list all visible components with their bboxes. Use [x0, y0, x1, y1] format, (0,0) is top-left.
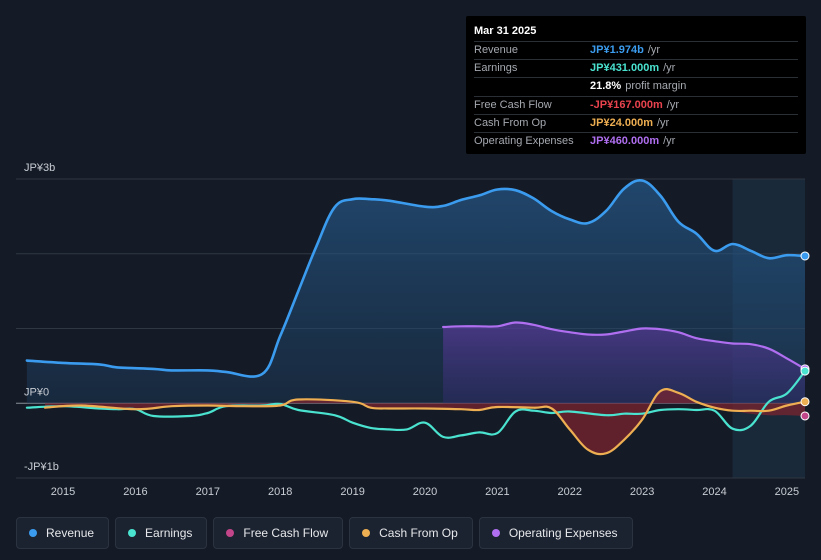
tooltip-label: Earnings [474, 62, 518, 75]
tooltip-value: JP¥1.974b [590, 44, 644, 56]
operating-expenses-line [442, 321, 807, 370]
legend-label: Revenue [46, 526, 95, 540]
legend-label: Free Cash Flow [243, 526, 329, 540]
tooltip-row-earnings: Earnings JP¥431.000m /yr [474, 59, 798, 77]
tooltip-label: Free Cash Flow [474, 98, 552, 111]
x-tick-label: 2025 [775, 486, 799, 498]
legend-item-cash-from-op[interactable]: Cash From Op [349, 517, 473, 549]
x-tick-label: 2023 [630, 486, 654, 498]
y-tick-label: JP¥0 [24, 386, 49, 398]
tooltip-unit: /yr [666, 98, 680, 111]
x-tick-label: 2021 [485, 486, 509, 498]
tooltip-date: Mar 31 2025 [474, 25, 537, 37]
tooltip-row-operating-expenses: Operating Expenses JP¥460.000m /yr [474, 131, 798, 150]
legend-label: Cash From Op [379, 526, 458, 540]
earnings-line [25, 370, 807, 439]
x-tick-label: 2017 [196, 486, 220, 498]
earnings-endpoint [800, 366, 810, 376]
y-tick-label: -JP¥1b [24, 461, 59, 473]
operating-expenses-dot-icon [491, 529, 500, 537]
tooltip-unit: /yr [657, 116, 670, 129]
cash-from-op-dot-icon [362, 529, 371, 537]
tooltip-value: JP¥24.000m [590, 116, 653, 129]
x-tick-label: 2022 [558, 486, 582, 498]
tooltip-unit: /yr [663, 62, 676, 75]
legend-item-revenue[interactable]: Revenue [16, 517, 110, 549]
revenue-endpoint [800, 251, 810, 261]
tooltip-row-revenue: Revenue JP¥1.974b /yr [474, 41, 798, 59]
tooltip-label: Cash From Op [474, 116, 547, 129]
earnings-dot-icon [128, 529, 137, 537]
free-cash-flow-dot-icon [226, 529, 235, 537]
revenue-dot-icon [29, 529, 37, 537]
legend-label: Earnings [145, 526, 193, 540]
tooltip-value: 21.8% [590, 80, 622, 93]
tooltip-unit: /yr [647, 44, 661, 56]
x-tick-label: 2018 [268, 486, 292, 498]
legend-label: Operating Expenses [508, 526, 618, 540]
x-tick-label: 2016 [123, 486, 147, 498]
chart-legend: Revenue Earnings Free Cash Flow Cash Fro… [16, 517, 633, 549]
tooltip-label: Operating Expenses [474, 134, 574, 147]
legend-item-free-cash-flow[interactable]: Free Cash Flow [213, 517, 344, 549]
x-axis: 2015 2016 2017 2018 2019 2020 2021 2022 2023 2024… [51, 486, 799, 498]
legend-item-operating-expenses[interactable]: Operating Expenses [478, 517, 633, 549]
free-cash-flow-endpoint [800, 411, 810, 421]
legend-item-earnings[interactable]: Earnings [115, 517, 208, 549]
tooltip-label: Revenue [474, 44, 519, 56]
operating-expenses-area [443, 322, 805, 404]
tooltip-value: -JP¥167.000m [590, 98, 663, 111]
tooltip-label [474, 78, 590, 95]
tooltip-value: JP¥431.000m [590, 62, 660, 75]
x-tick-label: 2024 [702, 486, 726, 498]
tooltip-unit: /yr [663, 134, 676, 147]
x-tick-label: 2019 [340, 486, 364, 498]
series-endpoints [800, 251, 810, 421]
series-lines [25, 178, 807, 456]
tooltip-row-cash-from-op: Cash From Op JP¥24.000m /yr [474, 113, 798, 132]
x-tick-label: 2020 [413, 486, 437, 498]
tooltip-unit: profit margin [625, 80, 687, 93]
x-tick-label: 2015 [51, 486, 75, 498]
tooltip-row-profit-margin: 21.8% profit margin [474, 77, 798, 95]
cash-from-op-line [43, 388, 807, 456]
tooltip-value: JP¥460.000m [590, 134, 660, 147]
y-axis: JP¥3b JP¥0 -JP¥1b [24, 162, 59, 473]
data-tooltip: Mar 31 2025 Revenue JP¥1.974b /yr Earnin… [466, 16, 806, 154]
y-tick-label: JP¥3b [24, 162, 55, 174]
tooltip-row-free-cash-flow: Free Cash Flow -JP¥167.000m /yr [474, 95, 798, 114]
revenue-line [25, 178, 807, 378]
cash-from-op-endpoint [800, 397, 810, 407]
